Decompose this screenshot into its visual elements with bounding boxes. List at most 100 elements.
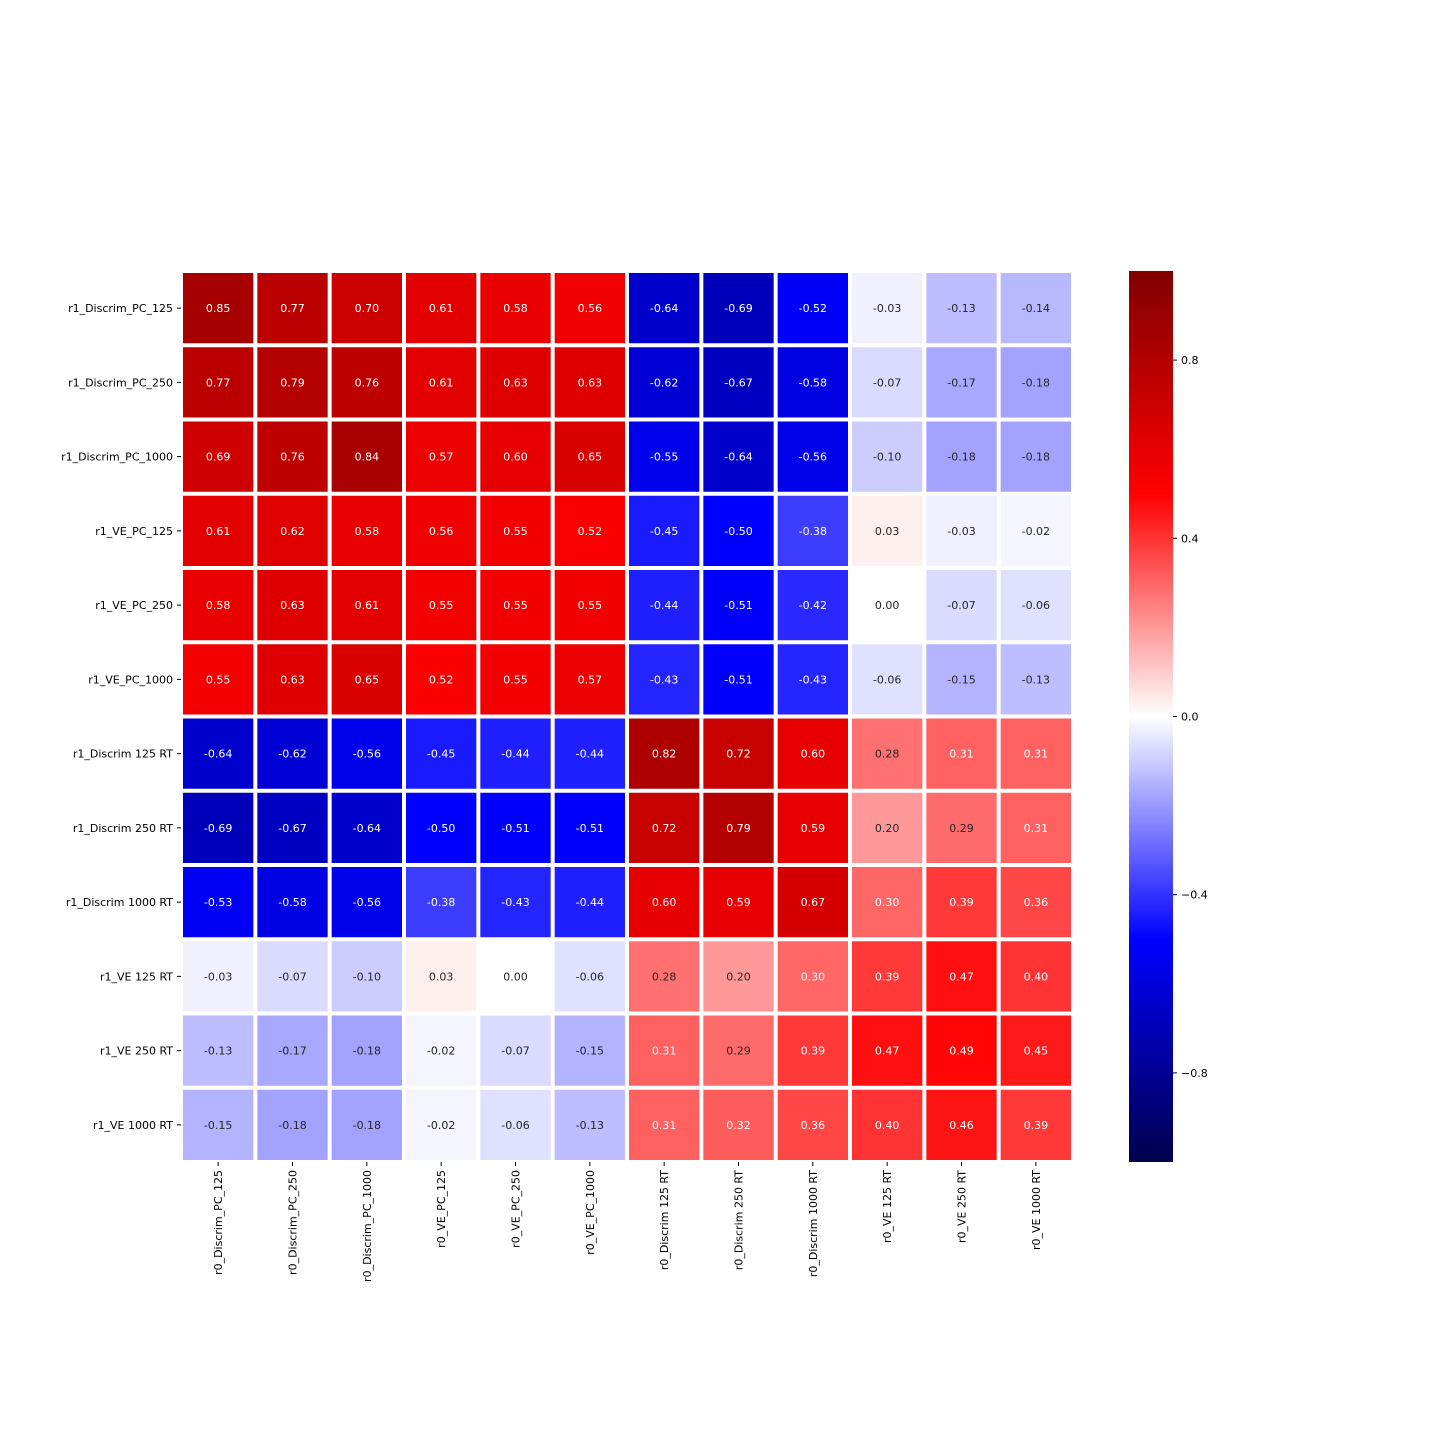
heatmap-cell (331, 792, 402, 863)
cell-value-label: -0.02 (427, 1045, 455, 1058)
heatmap-cell (1000, 941, 1071, 1012)
cell-value-label: -0.55 (650, 451, 678, 464)
heatmap-cell (852, 792, 923, 863)
heatmap-cell (777, 867, 848, 938)
heatmap-cell (183, 421, 254, 492)
colorbar-gradient (1129, 271, 1173, 1162)
cell-value-label: 0.58 (206, 599, 231, 612)
heatmap-cell (1000, 273, 1071, 344)
heatmap-cell (703, 421, 774, 492)
heatmap-cell (257, 644, 328, 715)
heatmap-cell (777, 421, 848, 492)
cell-value-label: 0.77 (280, 302, 305, 315)
heatmap-cell (703, 941, 774, 1012)
heatmap-cell (554, 347, 625, 418)
heatmap-cell (777, 495, 848, 566)
cell-value-label: 0.28 (652, 970, 677, 983)
cell-value-label: 0.82 (652, 748, 677, 761)
heatmap-cell (331, 867, 402, 938)
cell-value-label: -0.64 (353, 822, 381, 835)
cell-value-label: -0.10 (873, 451, 901, 464)
cell-value-label: 0.00 (503, 970, 528, 983)
cell-value-label: 0.40 (875, 1119, 900, 1132)
heatmap-cell (331, 570, 402, 641)
cell-value-label: 0.36 (801, 1119, 826, 1132)
heatmap-cell (852, 867, 923, 938)
heatmap-cell (554, 1089, 625, 1160)
heatmap-cell (183, 792, 254, 863)
cell-value-label: 0.77 (206, 376, 231, 389)
cell-value-label: 0.31 (652, 1045, 677, 1058)
cell-value-label: -0.18 (278, 1119, 306, 1132)
heatmap-cell (257, 421, 328, 492)
heatmap-cell (1000, 347, 1071, 418)
heatmap-cell (1000, 644, 1071, 715)
heatmap-cell (852, 495, 923, 566)
cell-value-label: 0.39 (875, 970, 900, 983)
cell-value-label: 0.67 (801, 896, 826, 909)
cell-value-label: -0.56 (353, 748, 381, 761)
cell-value-label: -0.43 (501, 896, 529, 909)
heatmap-cell (852, 570, 923, 641)
heatmap-cell (777, 273, 848, 344)
cell-value-label: -0.62 (278, 748, 306, 761)
heatmap-cell (480, 867, 551, 938)
cell-value-label: -0.06 (1022, 599, 1050, 612)
y-tick-label: r1_Discrim_PC_1000 (61, 451, 173, 464)
heatmap-cell (777, 1089, 848, 1160)
heatmap-cell (777, 718, 848, 789)
heatmap-cell (257, 941, 328, 1012)
heatmap-cell (703, 495, 774, 566)
x-tick-label: r0_VE_PC_125 (435, 1170, 448, 1248)
heatmap-cell (1000, 1089, 1071, 1160)
cell-value-label: -0.06 (873, 673, 901, 686)
cell-value-label: -0.18 (1022, 451, 1050, 464)
heatmap-cell (629, 941, 700, 1012)
heatmap-cell (777, 941, 848, 1012)
x-tick-label: r0_Discrim_PC_1000 (361, 1170, 374, 1282)
cell-value-label: -0.15 (204, 1119, 232, 1132)
cell-value-label: 0.63 (503, 376, 528, 389)
heatmap-cell (703, 347, 774, 418)
heatmap-cell (926, 644, 997, 715)
y-axis: r1_Discrim_PC_125 r1_Discrim_PC_250 r1_Dis… (61, 302, 181, 1132)
heatmap-cell (703, 718, 774, 789)
x-tick-label: r0_Discrim 250 RT (733, 1170, 746, 1270)
cell-value-label: -0.02 (1022, 525, 1050, 538)
cell-value-label: -0.17 (947, 376, 975, 389)
x-tick-label: r0_Discrim_PC_250 (287, 1170, 300, 1275)
heatmap-cell (629, 718, 700, 789)
y-tick-label: r1_VE_PC_1000 (88, 673, 173, 686)
cell-value-label: -0.45 (650, 525, 678, 538)
cell-value-label: 0.46 (949, 1119, 974, 1132)
cell-value-label: 0.76 (280, 451, 305, 464)
cell-value-label: -0.13 (1022, 673, 1050, 686)
heatmap-cell (554, 421, 625, 492)
cell-value-label: -0.02 (427, 1119, 455, 1132)
cell-value-label: -0.03 (947, 525, 975, 538)
heatmap-cell (480, 273, 551, 344)
cell-value-label: -0.44 (576, 748, 604, 761)
cell-value-label: 0.39 (1024, 1119, 1049, 1132)
cell-value-label: 0.60 (503, 451, 528, 464)
heatmap-cell (331, 1015, 402, 1086)
cell-value-label: 0.65 (578, 451, 603, 464)
heatmap-cell (703, 792, 774, 863)
heatmap-cell (331, 644, 402, 715)
heatmap-cell (554, 495, 625, 566)
heatmap-cell (257, 792, 328, 863)
cell-value-label: -0.64 (650, 302, 678, 315)
cell-value-label: -0.58 (799, 376, 827, 389)
heatmap-cell (183, 644, 254, 715)
cell-value-label: 0.56 (578, 302, 603, 315)
cell-value-label: -0.07 (873, 376, 901, 389)
heatmap-cell (257, 1015, 328, 1086)
cell-value-label: -0.64 (724, 451, 752, 464)
cell-value-label: 0.30 (801, 970, 826, 983)
heatmap-cell (629, 273, 700, 344)
heatmap-cell (554, 1015, 625, 1086)
heatmap-cell (331, 273, 402, 344)
heatmap-cell (926, 792, 997, 863)
cell-value-label: 0.60 (801, 748, 826, 761)
heatmap-cell (926, 495, 997, 566)
